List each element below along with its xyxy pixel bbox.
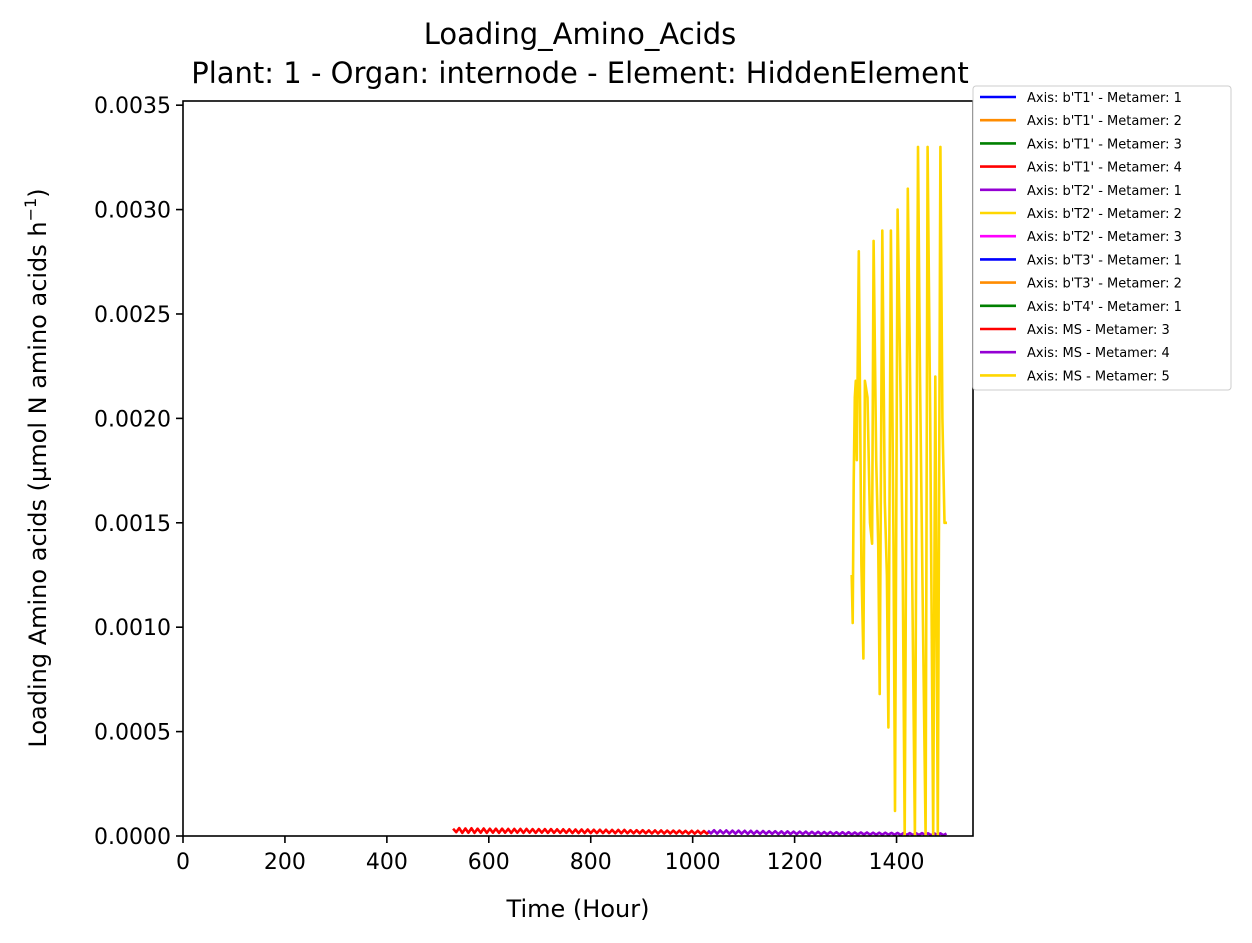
- legend-entry: Axis: b'T1' - Metamer: 4: [1027, 161, 1182, 176]
- y-tick-label: 0.0010: [94, 616, 171, 641]
- legend-entry: Axis: b'T3' - Metamer: 2: [1027, 277, 1182, 292]
- plot-frame: [182, 100, 974, 837]
- x-tick-label: 1400: [869, 850, 925, 875]
- x-tick-label: 400: [366, 850, 408, 875]
- chart-title: Loading_Amino_Acids: [423, 17, 737, 51]
- x-axis: 0 200 400 600 800 1000 1200 1400: [176, 836, 925, 875]
- series-layer: [452, 145, 948, 836]
- chart-subtitle: Plant: 1 - Organ: internode - Element: H…: [191, 56, 969, 90]
- y-tick-label: 0.0020: [94, 407, 171, 432]
- y-axis-label-main: Loading Amino acids (µmol N amino acids …: [24, 221, 52, 747]
- x-tick-label: 0: [176, 850, 190, 875]
- y-tick-label: 0.0035: [94, 94, 171, 119]
- series-line-10: [452, 826, 711, 836]
- y-tick-label: 0.0005: [94, 721, 171, 746]
- legend-entry: Axis: b'T4' - Metamer: 1: [1027, 300, 1182, 315]
- legend-entry: Axis: MS - Metamer: 4: [1027, 346, 1170, 361]
- legend-frame: [972, 85, 1232, 391]
- legend-entry: Axis: b'T1' - Metamer: 2: [1027, 114, 1182, 129]
- y-axis-label: Loading Amino acids (µmol N amino acids …: [21, 188, 52, 747]
- y-tick-label: 0.0025: [94, 303, 171, 328]
- x-tick-label: 1000: [665, 850, 721, 875]
- legend-entry: Axis: b'T2' - Metamer: 3: [1027, 230, 1182, 245]
- legend-entry: Axis: b'T1' - Metamer: 1: [1027, 91, 1182, 106]
- y-tick-label: 0.0000: [94, 825, 171, 850]
- legend-entry: Axis: b'T2' - Metamer: 1: [1027, 184, 1182, 199]
- x-tick-label: 1200: [767, 850, 823, 875]
- series-line-12: [850, 145, 947, 836]
- legend-entry: Axis: MS - Metamer: 5: [1027, 369, 1170, 384]
- x-tick-label: 200: [264, 850, 306, 875]
- series-line-11: [707, 828, 948, 836]
- y-tick-label: 0.0015: [94, 512, 171, 537]
- legend: Axis: b'T1' - Metamer: 1 Axis: b'T1' - Me…: [972, 85, 1232, 391]
- legend-entry: Axis: b'T3' - Metamer: 1: [1027, 253, 1182, 268]
- legend-entry: Axis: b'T1' - Metamer: 3: [1027, 137, 1182, 152]
- y-axis-label-close: ): [24, 188, 52, 197]
- x-tick-label: 800: [570, 850, 612, 875]
- y-axis: 0.0000 0.0005 0.0010 0.0015 0.0020 0.0025 0.00…: [94, 94, 183, 850]
- y-axis-label-superscript: −1: [21, 198, 40, 222]
- y-tick-label: 0.0030: [94, 199, 171, 224]
- x-tick-label: 600: [468, 850, 510, 875]
- legend-entry: Axis: MS - Metamer: 3: [1027, 323, 1170, 338]
- legend-entry: Axis: b'T2' - Metamer: 2: [1027, 207, 1182, 222]
- x-axis-label: Time (Hour): [506, 895, 650, 923]
